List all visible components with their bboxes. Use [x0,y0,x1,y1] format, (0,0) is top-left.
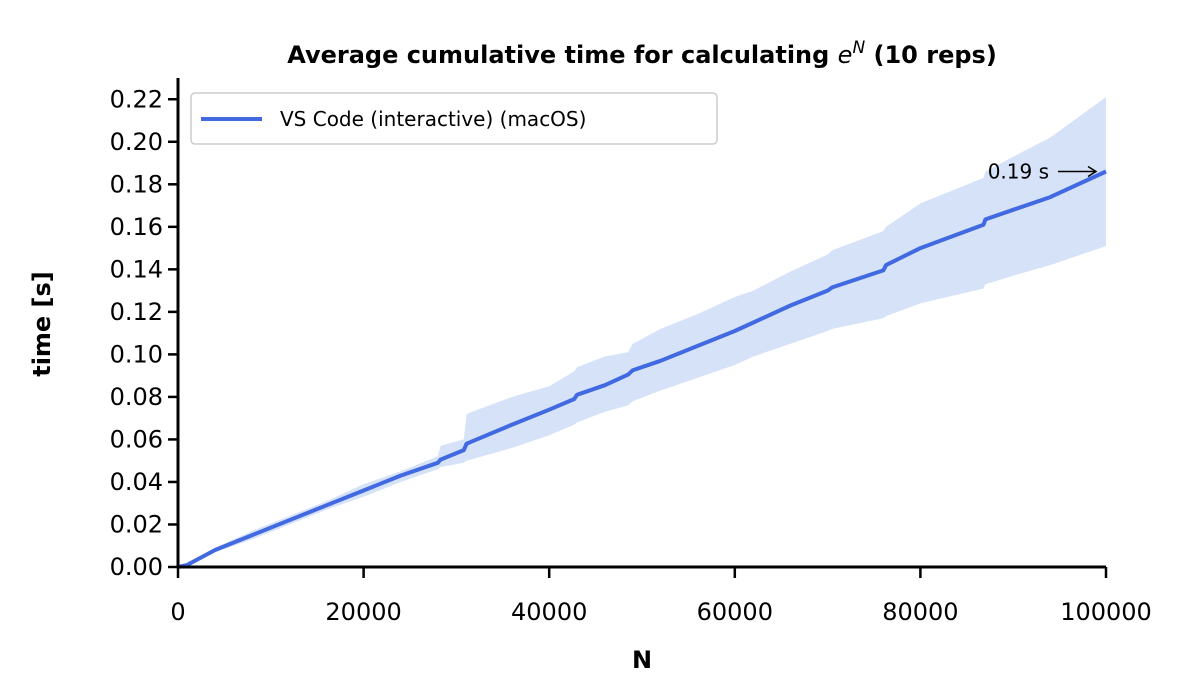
y-tick-label: 0.06 [110,425,163,453]
y-tick-label: 0.20 [110,128,163,156]
legend-box [190,92,718,145]
y-axis-label: time [s] [28,271,56,377]
confidence-band [178,97,1106,567]
legend-label: VS Code (interactive) (macOS) [280,107,586,131]
annotation-text: 0.19 s [988,160,1049,184]
x-axis-ticks: 0 20000 40000 60000 80000 100000 [170,567,1152,626]
y-tick-label: 0.18 [110,170,163,198]
y-tick-label: 0.00 [110,553,163,581]
end-value-annotation: 0.19 s [988,160,1098,184]
y-axis-ticks: 0.00 0.02 0.04 0.06 0.08 0.10 0.12 0.14 0.16 0.18… [110,85,178,581]
y-tick-label: 0.12 [110,298,163,326]
legend: VS Code (interactive) (macOS) [190,92,718,145]
x-tick-label: 100000 [1060,598,1152,626]
y-tick-label: 0.16 [110,213,163,241]
y-tick-label: 0.02 [110,510,163,538]
x-tick-label: 60000 [697,598,773,626]
y-tick-label: 0.10 [110,340,163,368]
y-tick-label: 0.14 [110,255,163,283]
y-tick-label: 0.22 [110,85,163,113]
chart-title: Average cumulative time for calculating … [287,38,997,69]
x-tick-label: 0 [170,598,185,626]
x-tick-label: 40000 [511,598,587,626]
y-tick-label: 0.08 [110,383,163,411]
plot-area [177,97,1107,569]
x-tick-label: 80000 [882,598,958,626]
y-tick-label: 0.04 [110,468,163,496]
x-tick-label: 20000 [325,598,401,626]
series-line-vs-code [177,169,1107,569]
x-axis-label: N [632,646,652,674]
annotation-arrow-head [1087,165,1098,178]
